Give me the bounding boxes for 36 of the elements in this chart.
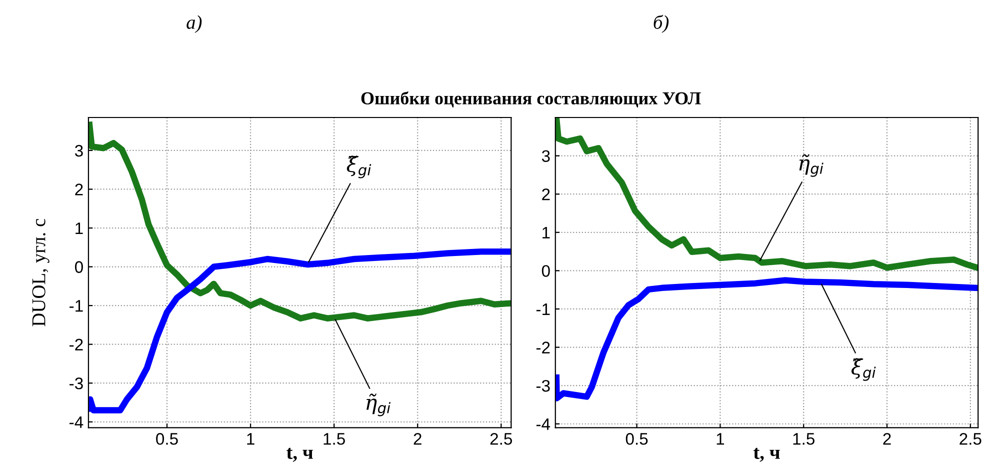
chart-title: б)	[654, 14, 669, 33]
y-tick-label: -1	[536, 304, 550, 316]
chart-subtitle: Ошибки оценивания составляющих УОЛ	[361, 91, 701, 108]
y-tick-label: 3	[542, 150, 550, 162]
y-tick-label: 2	[542, 188, 550, 200]
annotation: ξ̃$_{gi}$	[851, 358, 876, 381]
annotation: ξ̃$_{gi}$	[346, 156, 372, 178]
y-tick-label: -2	[536, 342, 550, 354]
y-tick-label: -4	[70, 416, 84, 428]
x-tick-label: 1.5	[324, 433, 345, 445]
chart-title: а)	[186, 15, 202, 33]
y-axis-title: DUOL, угл. с	[32, 218, 50, 326]
x-tick-label: 1.5	[793, 433, 814, 445]
annotation: η̃$_{gi}$	[366, 394, 391, 416]
y-tick-label: 3	[74, 144, 83, 157]
y-tick-label: -4	[536, 418, 550, 430]
y-tick-label: -2	[70, 338, 83, 350]
annotation: η̃$_{gi}$	[799, 154, 824, 177]
y-tick-label: -3	[70, 378, 83, 390]
y-tick-label: 1	[76, 222, 83, 234]
y-tick-label: 0	[74, 261, 83, 273]
y-tick-label: 2	[75, 184, 83, 196]
y-tick-label: 1	[542, 226, 550, 238]
y-tick-label: -3	[536, 380, 550, 392]
x-tick-label: 2.5	[960, 433, 982, 445]
x-tick-label: 0.5	[626, 433, 648, 445]
x-axis-title: t, ч	[286, 448, 313, 462]
x-tick-label: 1	[247, 433, 254, 445]
x-axis-title: t, ч	[753, 448, 780, 462]
x-tick-label: 2.5	[490, 433, 512, 445]
x-tick-label: 1	[716, 433, 724, 445]
x-tick-label: 2	[883, 433, 891, 445]
x-tick-label: 0.5	[156, 433, 178, 445]
y-tick-label: 0	[542, 265, 550, 277]
x-tick-label: 2	[414, 433, 422, 445]
y-tick-label: -1	[70, 300, 83, 312]
